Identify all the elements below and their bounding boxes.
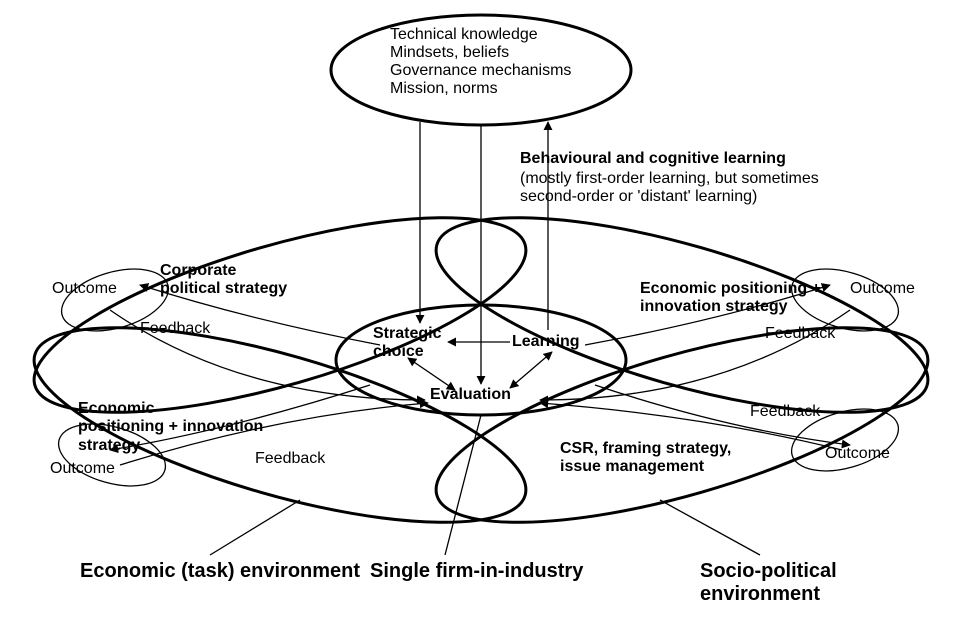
cognitive-sub2: second-order or 'distant' learning) <box>520 188 757 206</box>
bottom-single-firm-label: Single firm-in-industry <box>370 560 583 583</box>
sw-strategy-label: Economic positioning + innovation strate… <box>78 400 263 455</box>
ne-outcome-label: Outcome <box>850 280 915 298</box>
bottom-economic-label: Economic (task) environment <box>80 560 360 583</box>
se-feedback-label: Feedback <box>750 403 820 421</box>
pointer-socio <box>660 500 760 555</box>
se-outcome-label: Outcome <box>825 445 890 463</box>
sw-outcome-label: Outcome <box>50 460 115 478</box>
sw-feedback-label: Feedback <box>255 450 325 468</box>
se-strategy-label: CSR, framing strategy, issue management <box>560 440 731 477</box>
pointer-single-firm <box>445 415 481 555</box>
bottom-socio-label: Socio-political environment <box>700 560 837 606</box>
nw-feedback-label: Feedback <box>140 320 210 338</box>
top-ellipse-line-0: Technical knowledge <box>390 26 538 44</box>
learning-label: Learning <box>512 333 580 351</box>
ne-feedback-label: Feedback <box>765 325 835 343</box>
cognitive-sub1: (mostly first-order learning, but someti… <box>520 170 819 188</box>
cognitive-title: Behavioural and cognitive learning <box>520 150 786 168</box>
arrow-eval-learning <box>510 352 552 388</box>
ne-strategy-label: Economic positioning + innovation strate… <box>640 280 821 317</box>
nw-strategy-label: Corporate political strategy <box>160 262 287 299</box>
strategic-choice-label: Strategic choice <box>373 325 441 362</box>
top-ellipse-line-3: Mission, norms <box>390 80 498 98</box>
top-ellipse-line-2: Governance mechanisms <box>390 62 571 80</box>
top-ellipse-line-1: Mindsets, beliefs <box>390 44 509 62</box>
evaluation-label: Evaluation <box>430 386 511 404</box>
petal-se-ellipse <box>418 287 947 562</box>
nw-outcome-label: Outcome <box>52 280 117 298</box>
pointer-economic <box>210 500 300 555</box>
